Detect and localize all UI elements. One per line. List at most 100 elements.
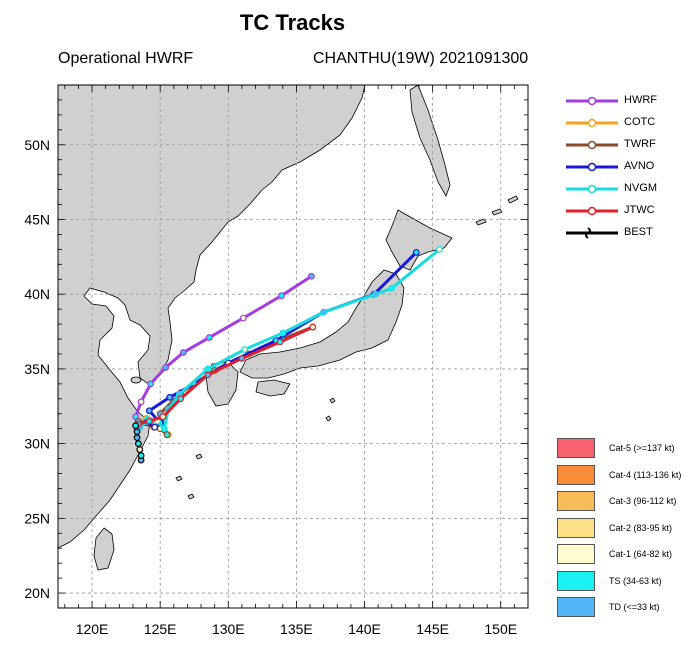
track-point-jtwc xyxy=(204,371,212,379)
intensity-label: TS (34-63 kt) xyxy=(609,575,662,586)
model-subtitle: Operational HWRF xyxy=(58,50,194,67)
intensity-label: Cat-4 (113-136 kt) xyxy=(609,469,682,480)
legend-swatch xyxy=(566,206,618,216)
intensity-label: TD (<=33 kt) xyxy=(609,602,660,612)
track-point-jtwc xyxy=(145,417,153,425)
track-point-jtwc xyxy=(309,323,317,331)
intensity-label: Cat-5 (>=137 kt) xyxy=(609,443,675,453)
track-point-avno xyxy=(412,248,420,256)
track-point-nvgm xyxy=(372,290,379,298)
ryukyu-island-2 xyxy=(175,475,183,482)
legend-label: BEST xyxy=(624,226,653,238)
track-point-jtwc xyxy=(276,338,284,346)
track-point-nvgm xyxy=(241,346,249,353)
intensity-item: TD (<=33 kt) xyxy=(557,597,692,619)
track-point-jtwc xyxy=(238,355,246,362)
legend-marker xyxy=(587,96,597,106)
y-tick-label: 20N xyxy=(24,585,50,601)
sakhalin-land xyxy=(409,84,451,197)
izu-island-2 xyxy=(325,415,332,422)
intensity-label: Cat-1 (64-82 kt) xyxy=(609,549,673,559)
x-tick-label: 150E xyxy=(484,621,517,637)
jeju-land xyxy=(130,376,142,384)
track-point-hwrf xyxy=(179,349,187,356)
ryukyu-island-1 xyxy=(195,453,203,460)
track-point-best xyxy=(133,434,141,442)
track-point-avno xyxy=(166,393,174,401)
intensity-swatch xyxy=(557,544,595,564)
legend-marker xyxy=(587,118,597,128)
legend-label: HWRF xyxy=(624,94,657,106)
x-tick-label: 145E xyxy=(416,621,449,637)
track-point-best xyxy=(134,440,142,448)
y-tick-label: 45N xyxy=(24,211,50,227)
legend-item-cotc: COTC xyxy=(560,115,690,131)
legend-swatch xyxy=(566,184,618,194)
track-point-hwrf xyxy=(162,364,170,371)
y-tick-label: 35N xyxy=(24,361,50,377)
track-point-avno xyxy=(151,423,159,431)
x-tick-label: 125E xyxy=(144,621,177,637)
intensity-item: Cat-3 (96-112 kt) xyxy=(557,491,692,513)
intensity-item: Cat-4 (113-136 kt) xyxy=(557,464,692,487)
intensity-swatch xyxy=(557,517,595,538)
y-tick-label: 40N xyxy=(24,286,50,302)
track-point-avno xyxy=(145,407,153,415)
legend-swatch xyxy=(566,162,618,172)
intensity-swatch xyxy=(557,464,595,485)
grid-lines xyxy=(58,85,528,608)
legend-item-jtwc: JTWC xyxy=(560,203,690,219)
track-point-hwrf xyxy=(307,272,315,280)
map-frame xyxy=(57,84,529,609)
track-point-hwrf xyxy=(239,314,247,322)
track-point-best xyxy=(137,452,145,459)
x-tick-label: 140E xyxy=(348,621,381,637)
intensity-item: TS (34-63 kt) xyxy=(557,570,692,593)
intensity-swatch xyxy=(557,491,595,511)
ryukyu-island-3 xyxy=(187,493,195,500)
legend-label: JTWC xyxy=(624,204,655,216)
track-point-best xyxy=(136,446,144,454)
legend-label: COTC xyxy=(624,116,656,128)
legend-swatch xyxy=(566,227,618,239)
legend-item-avno: AVNO xyxy=(560,159,690,175)
track-point-nvgm xyxy=(388,284,396,292)
legend-label: TWRF xyxy=(624,138,656,150)
legend-swatch xyxy=(566,118,618,128)
kuril-island-1 xyxy=(475,218,487,226)
intensity-item: Cat-1 (64-82 kt) xyxy=(557,544,692,566)
x-tick-label: 130E xyxy=(212,621,245,637)
intensity-swatch xyxy=(557,597,595,617)
legend-marker xyxy=(587,184,597,194)
track-point-jtwc xyxy=(177,395,185,403)
legend-item-twrf: TWRF xyxy=(560,137,690,153)
izu-island-1 xyxy=(329,397,336,404)
track-point-nvgm xyxy=(320,308,328,316)
track-point-best xyxy=(132,422,140,430)
x-tick-label: 120E xyxy=(76,621,109,637)
x-tick-label: 135E xyxy=(280,621,313,637)
intensity-label: Cat-3 (96-112 kt) xyxy=(609,496,677,506)
intensity-swatch xyxy=(557,570,595,591)
taiwan-land xyxy=(93,527,115,571)
y-tick-label: 25N xyxy=(24,510,50,526)
intensity-item: Cat-2 (83-95 kt) xyxy=(557,517,692,540)
track-point-hwrf xyxy=(278,292,285,300)
y-tick-label: 30N xyxy=(24,436,50,452)
track-point-jtwc xyxy=(159,413,167,421)
kuril-island-3 xyxy=(507,195,519,204)
shikoku-land xyxy=(255,379,291,397)
legend-swatch xyxy=(566,96,618,106)
page-title: TC Tracks xyxy=(239,10,346,35)
legend-item-nvgm: NVGM xyxy=(560,181,690,197)
kuril-island-2 xyxy=(491,208,503,216)
legend-label: AVNO xyxy=(624,160,655,172)
hokkaido-land xyxy=(385,209,453,271)
track-point-hwrf xyxy=(137,398,145,406)
y-tick-label: 50N xyxy=(24,137,50,153)
track-point-hwrf xyxy=(147,380,155,388)
axis-ticks: 120E 125E 130E 135E 140E 145E 150E 20N 25N 30N 35N… xyxy=(24,84,529,637)
track-point-nvgm xyxy=(436,245,443,253)
legend-item-best: BEST xyxy=(560,225,690,241)
